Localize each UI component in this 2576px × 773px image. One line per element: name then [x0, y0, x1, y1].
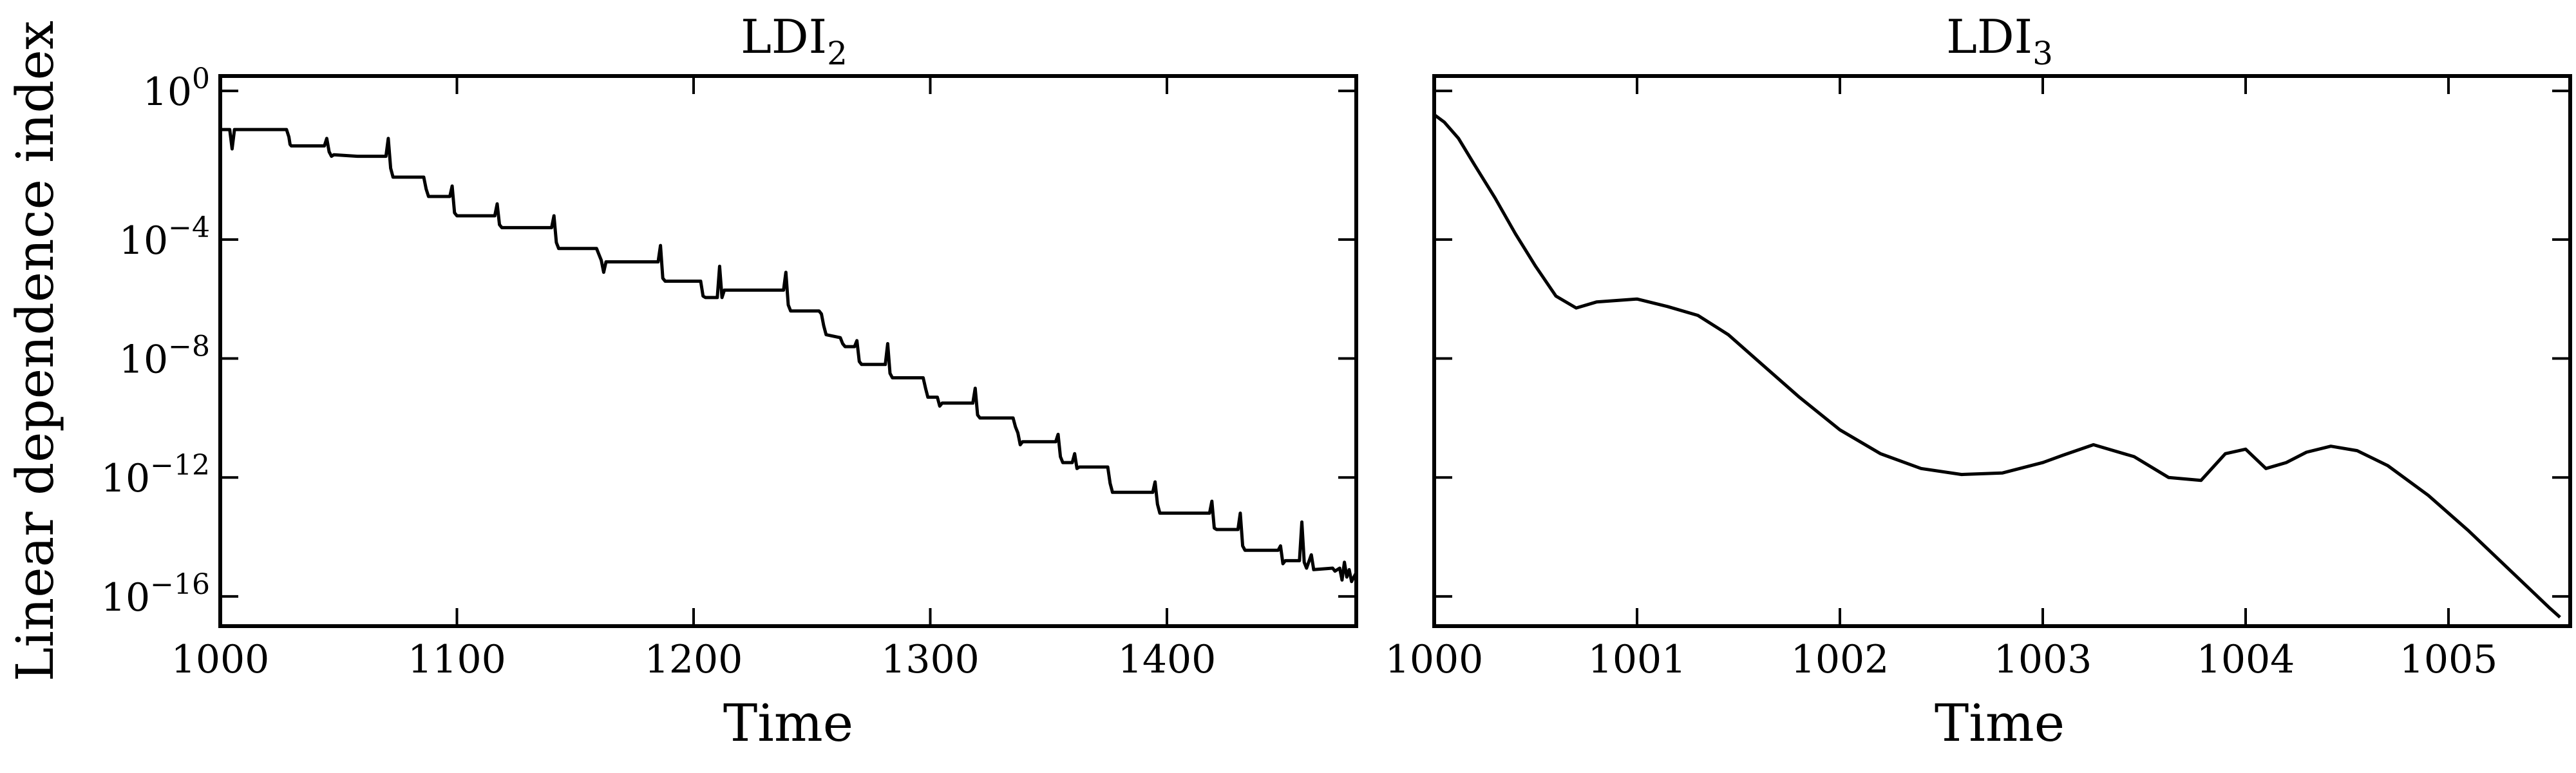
x-tick-label: 1004	[2197, 637, 2295, 682]
x-tick-label: 1001	[1588, 637, 1687, 682]
series-line-ldi3	[1434, 113, 2561, 619]
x-tick-label: 1002	[1791, 637, 1889, 682]
x-tick-label: 1003	[1994, 637, 2092, 682]
right-tick-labels: 1000 1001 1002 1003 1004 1005	[1385, 637, 2498, 682]
chart-title-base: LDI	[1946, 10, 2032, 64]
x-tick-label: 1000	[1385, 637, 1484, 682]
right-ticks	[1433, 76, 2570, 626]
y-tick-label: 10−12	[101, 449, 210, 501]
x-tick-label: 1000	[171, 637, 270, 682]
y-tick-label: 10−8	[119, 330, 210, 383]
left-ticks	[219, 76, 1356, 626]
chart-title-ldi3: LDI3	[1946, 10, 2053, 72]
series-line-ldi2	[220, 128, 1356, 584]
x-tick-label: 1200	[645, 637, 743, 682]
x-tick-label: 1100	[408, 637, 506, 682]
chart-panel-ldi3: LDI3 1000 1001 1002 1003 1004 1005 Time	[1385, 10, 2572, 753]
plot-frame-ldi2	[218, 74, 1358, 628]
x-tick-label: 1400	[1118, 637, 1217, 682]
chart-title-subscript: 3	[2032, 35, 2053, 72]
x-tick-label: 1300	[881, 637, 980, 682]
y-tick-label: 10−16	[101, 568, 210, 620]
chart-title-subscript: 2	[827, 35, 848, 72]
plot-frame-ldi3	[1432, 74, 2572, 628]
y-axis-label: Linear dependence index	[5, 21, 65, 682]
chart-title-ldi2: LDI2	[741, 10, 848, 72]
left-tick-labels: 1000 1100 1200 1300 1400 100 10−4 10−8 10−12 10−1…	[101, 62, 1217, 682]
y-tick-label: 100	[143, 62, 210, 115]
y-tick-label: 10−4	[119, 211, 210, 263]
x-axis-label-ldi2: Time	[723, 693, 853, 753]
x-tick-label: 1005	[2400, 637, 2498, 682]
x-axis-label-ldi3: Time	[1935, 693, 2065, 753]
chart-title-base: LDI	[741, 10, 827, 64]
chart-panel-ldi2: LDI2 1000 1100 1200 1300 1400 100 10−4 10−8 10−1…	[5, 10, 1358, 753]
